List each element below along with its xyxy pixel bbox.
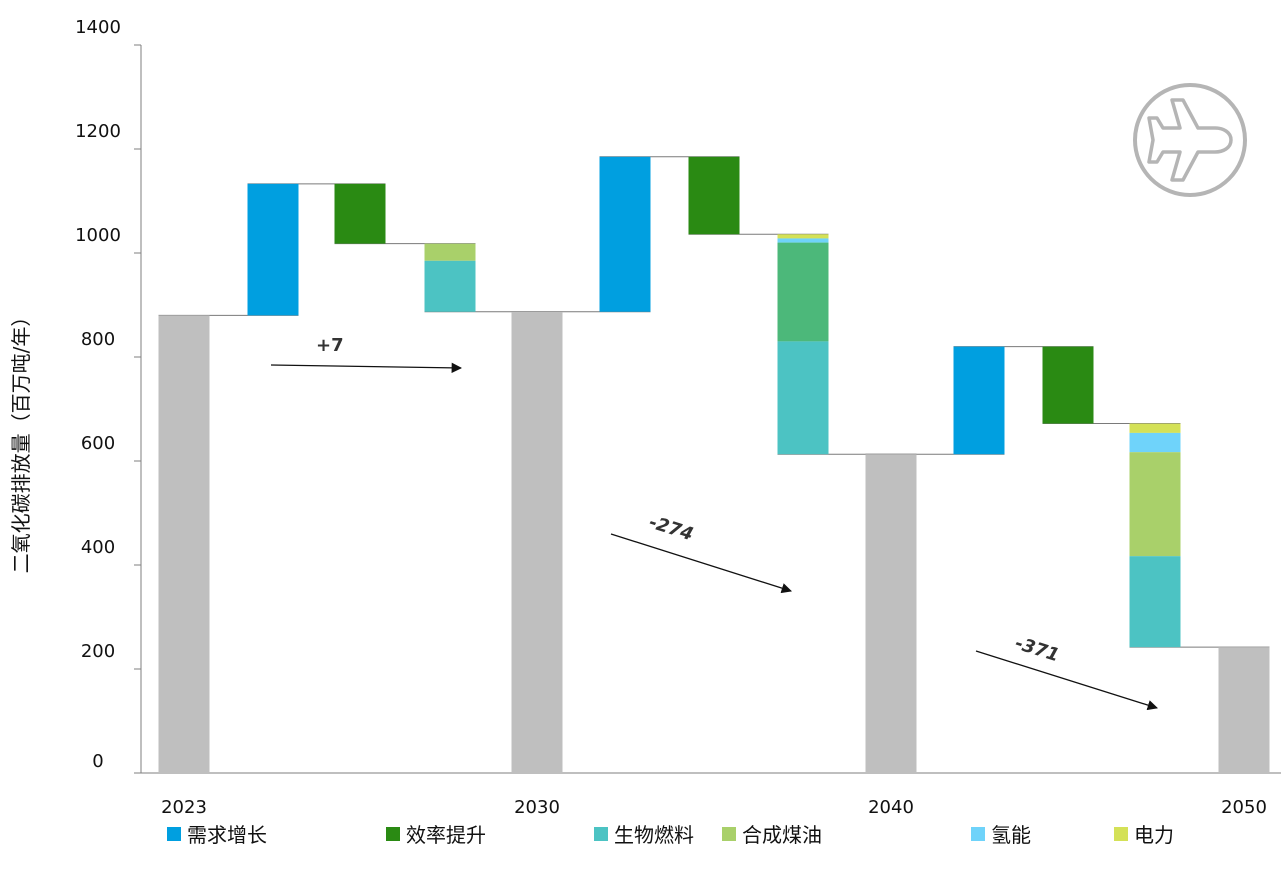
x-tick-label: 2040 xyxy=(868,797,914,818)
annotation-arrow xyxy=(975,650,1158,711)
annotation-label: -371 xyxy=(1012,633,1061,667)
x-tick-label: 2030 xyxy=(514,797,560,818)
total-bar-2050 xyxy=(1218,647,1270,773)
step-bar xyxy=(1042,346,1094,424)
step-segment xyxy=(1129,556,1181,648)
step-bar xyxy=(599,156,651,312)
legend-swatch xyxy=(722,826,736,841)
legend-label: 需求增长 xyxy=(187,823,267,847)
annotation-label: +7 xyxy=(316,335,344,356)
legend-label: 合成煤油 xyxy=(742,823,822,847)
step-bar xyxy=(334,183,386,244)
y-tick-label: 400 xyxy=(81,537,115,558)
step-bar xyxy=(953,346,1005,455)
annotation-minus274: -274 xyxy=(610,512,792,594)
airplane-icon xyxy=(1133,83,1247,197)
legend-label: 氢能 xyxy=(991,823,1031,847)
step-segment xyxy=(777,234,829,239)
total-bar-2040 xyxy=(865,454,917,773)
bars xyxy=(158,156,1270,773)
step-segment xyxy=(1129,432,1181,453)
legend-item-demand: 需求增长 xyxy=(167,819,267,848)
step-segment xyxy=(424,260,476,312)
legend-item-synthetic-kerosene: 合成煤油 xyxy=(722,819,822,848)
y-axis-label: 二氧化碳排放量（百万吨/年） xyxy=(9,307,33,574)
legend-item-efficiency: 效率提升 xyxy=(386,819,486,848)
annotation-plus7: +7 xyxy=(270,335,463,374)
y-tick-label: 1400 xyxy=(75,17,121,38)
y-ticks: 0 200 400 600 800 1000 1200 1400 xyxy=(75,17,141,774)
x-tick-label: 2050 xyxy=(1221,797,1267,818)
y-tick-label: 1000 xyxy=(75,225,121,246)
legend-swatch xyxy=(386,826,400,841)
legend-swatch xyxy=(1114,826,1128,841)
step-segment xyxy=(424,243,476,261)
step-segment xyxy=(777,238,829,243)
x-tick-label: 2023 xyxy=(161,797,207,818)
annotation-arrow xyxy=(270,362,463,374)
x-tick-labels: 2023 2030 2040 2050 xyxy=(161,797,1267,818)
annotation-arrow xyxy=(610,533,792,594)
total-bar-2030 xyxy=(511,311,563,773)
y-tick-label: 200 xyxy=(81,641,115,662)
step-segment xyxy=(1129,452,1181,557)
legend-swatch xyxy=(167,826,181,841)
y-tick-label: 1200 xyxy=(75,121,121,142)
legend-swatch xyxy=(594,826,608,841)
legend-label: 生物燃料 xyxy=(614,823,694,847)
legend-swatch xyxy=(971,826,985,841)
legend-item-hydrogen: 氢能 xyxy=(971,819,1031,848)
step-segment xyxy=(1129,423,1181,433)
y-tick-label: 600 xyxy=(81,433,115,454)
step-segment xyxy=(777,242,829,342)
step-bar xyxy=(688,156,740,235)
total-bar-2023 xyxy=(158,315,210,773)
annotation-label: -274 xyxy=(646,512,695,546)
y-tick-label: 0 xyxy=(92,751,103,772)
legend-item-electricity: 电力 xyxy=(1114,819,1174,848)
step-segment xyxy=(777,341,829,455)
step-bar xyxy=(247,183,299,316)
legend-item-biofuel: 生物燃料 xyxy=(594,819,694,848)
y-tick-label: 800 xyxy=(81,329,115,350)
legend: 需求增长 效率提升 生物燃料 合成煤油 氢能 电力 xyxy=(0,813,1285,853)
legend-label: 电力 xyxy=(1134,823,1174,847)
legend-label: 效率提升 xyxy=(406,823,486,847)
